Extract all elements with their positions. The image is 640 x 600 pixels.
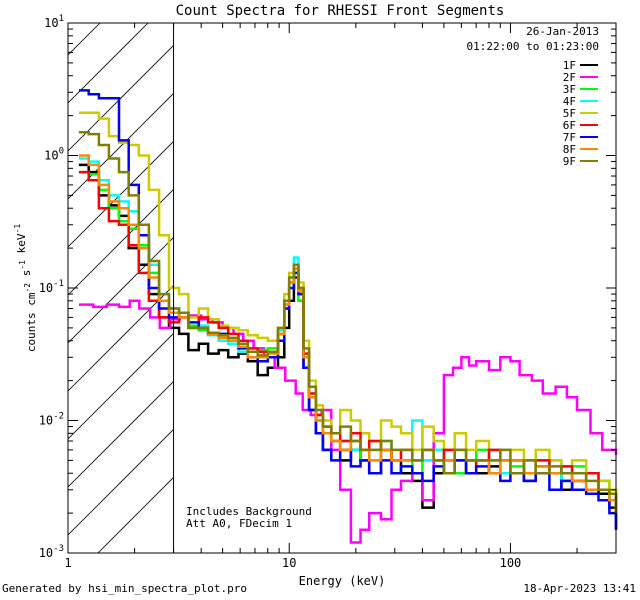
footer-generated-by: Generated by hsi_min_spectra_plot.pro (2, 582, 248, 595)
y-tick-label: 101 (44, 14, 64, 30)
y-tick-label: 100 (44, 147, 64, 163)
x-tick-label: 1 (64, 556, 71, 570)
footer-timestamp: 18-Apr-2023 13:41 (523, 582, 636, 595)
hatch-line (68, 380, 174, 488)
y-tick-label: 10-2 (39, 412, 64, 428)
legend-label: 3F (563, 83, 576, 96)
legend-label: 1F (563, 59, 576, 72)
series-2F (78, 299, 618, 544)
info-date: 26-Jan-2013 (526, 25, 599, 38)
chart-title: Count Spectra for RHESSI Front Segments (176, 3, 505, 19)
series-9F (78, 130, 618, 514)
x-tick-label: 100 (500, 556, 522, 570)
y-tick-label: 10-3 (39, 544, 64, 560)
hatch-line (68, 284, 174, 392)
y-tick-label: 10-1 (39, 279, 64, 295)
legend-label: 5F (563, 107, 576, 120)
excluded-energy-hatch (68, 23, 174, 553)
legend-label: 8F (563, 143, 576, 156)
legend-label: 7F (563, 131, 576, 144)
x-tick-label: 10 (282, 556, 296, 570)
axes: 1 10 100 10-3 10-2 10-1 100 101 counts cm-2 s-1 … (13, 14, 617, 570)
legend-label: 6F (563, 119, 576, 132)
hatch-line (68, 332, 174, 440)
series-8F (78, 154, 618, 514)
hatch-line (97, 476, 174, 553)
x-axis-label: Energy (keV) (299, 574, 386, 588)
y-axis-label: counts cm-2 s-1 keV-1 (13, 224, 38, 352)
info-time-range: 01:22:00 to 01:23:00 (467, 40, 599, 53)
series-layer (78, 89, 618, 544)
annotation-attenuator: Att A0, FDecim 1 (186, 517, 292, 530)
legend-label: 9F (563, 155, 576, 168)
legend-label: 2F (563, 71, 576, 84)
legend-label: 4F (563, 95, 576, 108)
hatch-line (68, 428, 174, 536)
annotation-background: Includes Background (186, 505, 312, 518)
